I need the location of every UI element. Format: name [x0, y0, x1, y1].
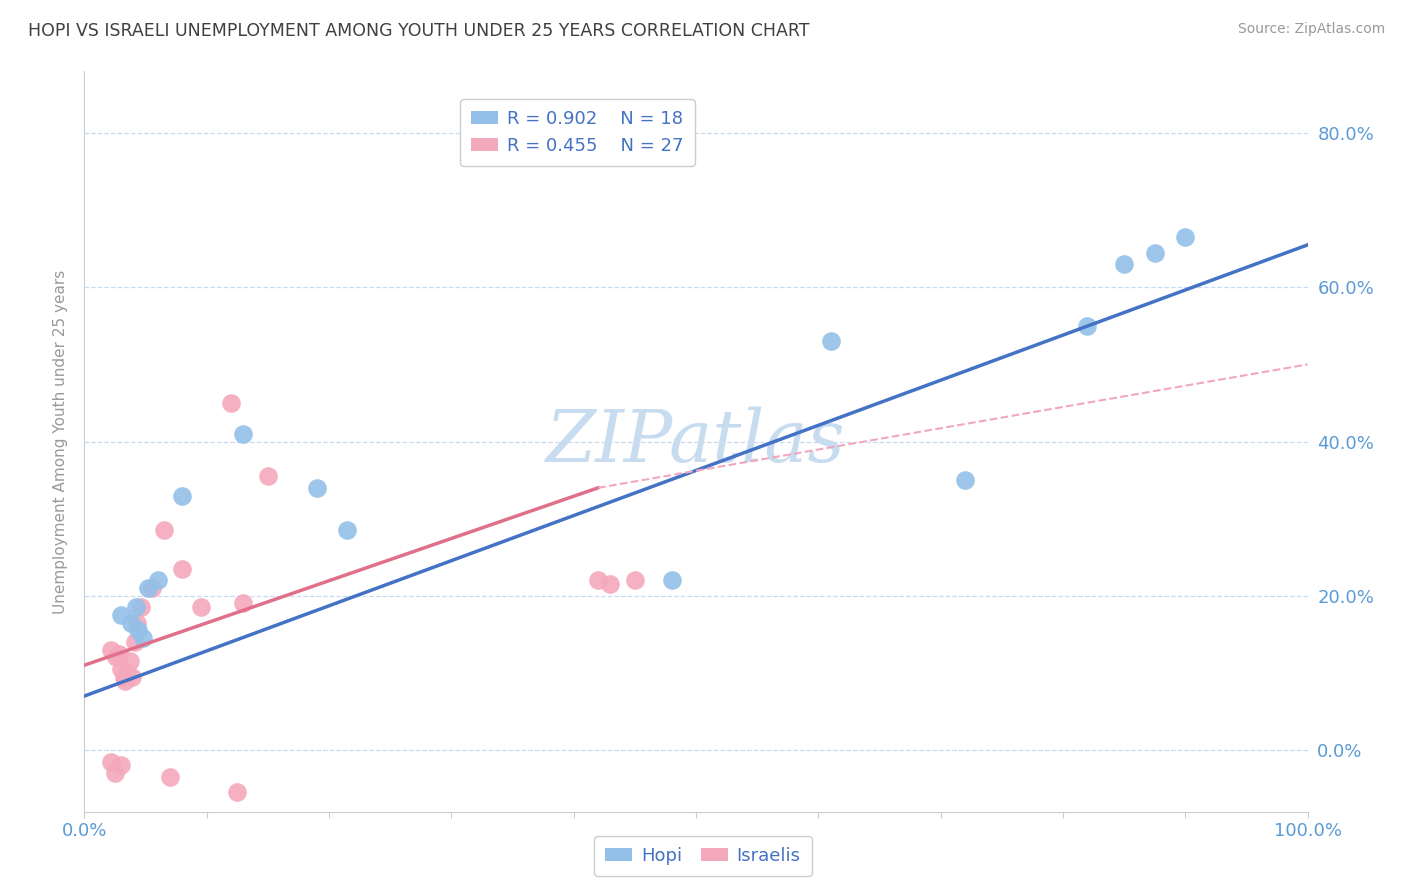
Point: [172, 562, 194, 576]
Y-axis label: Unemployment Among Youth under 25 years: Unemployment Among Youth under 25 years: [53, 269, 69, 614]
Point: [146, 574, 169, 588]
Point: [820, 334, 842, 349]
Text: Source: ZipAtlas.com: Source: ZipAtlas.com: [1237, 22, 1385, 37]
Point: [110, 662, 132, 676]
Point: [172, 489, 194, 503]
Point: [232, 597, 254, 611]
Point: [125, 600, 148, 615]
Point: [124, 635, 146, 649]
Point: [190, 600, 212, 615]
Point: [127, 624, 149, 638]
Point: [132, 631, 155, 645]
Point: [120, 615, 142, 630]
Point: [105, 650, 128, 665]
Point: [159, 770, 181, 784]
Point: [125, 615, 148, 630]
Point: [1114, 257, 1136, 271]
Point: [141, 581, 163, 595]
Point: [1143, 245, 1166, 260]
Point: [104, 766, 127, 780]
Point: [624, 574, 647, 588]
Point: [136, 581, 159, 595]
Legend: Hopi, Israelis: Hopi, Israelis: [595, 836, 811, 876]
Point: [114, 673, 136, 688]
Point: [100, 642, 122, 657]
Legend: R = 0.902    N = 18, R = 0.455    N = 27: R = 0.902 N = 18, R = 0.455 N = 27: [460, 99, 695, 166]
Point: [1174, 230, 1197, 244]
Point: [232, 426, 254, 441]
Point: [257, 469, 280, 483]
Point: [118, 654, 141, 668]
Point: [661, 574, 683, 588]
Text: ZIPatlas: ZIPatlas: [546, 406, 846, 477]
Point: [129, 600, 152, 615]
Point: [107, 647, 129, 661]
Text: HOPI VS ISRAELI UNEMPLOYMENT AMONG YOUTH UNDER 25 YEARS CORRELATION CHART: HOPI VS ISRAELI UNEMPLOYMENT AMONG YOUTH…: [28, 22, 810, 40]
Point: [110, 758, 132, 772]
Point: [115, 665, 138, 680]
Point: [586, 574, 609, 588]
Point: [121, 670, 143, 684]
Point: [953, 473, 976, 487]
Point: [336, 523, 359, 537]
Point: [110, 608, 132, 623]
Point: [219, 396, 242, 410]
Point: [226, 785, 249, 799]
Point: [100, 755, 122, 769]
Point: [153, 523, 176, 537]
Point: [112, 670, 135, 684]
Point: [1076, 318, 1098, 333]
Point: [599, 577, 621, 591]
Point: [305, 481, 328, 495]
